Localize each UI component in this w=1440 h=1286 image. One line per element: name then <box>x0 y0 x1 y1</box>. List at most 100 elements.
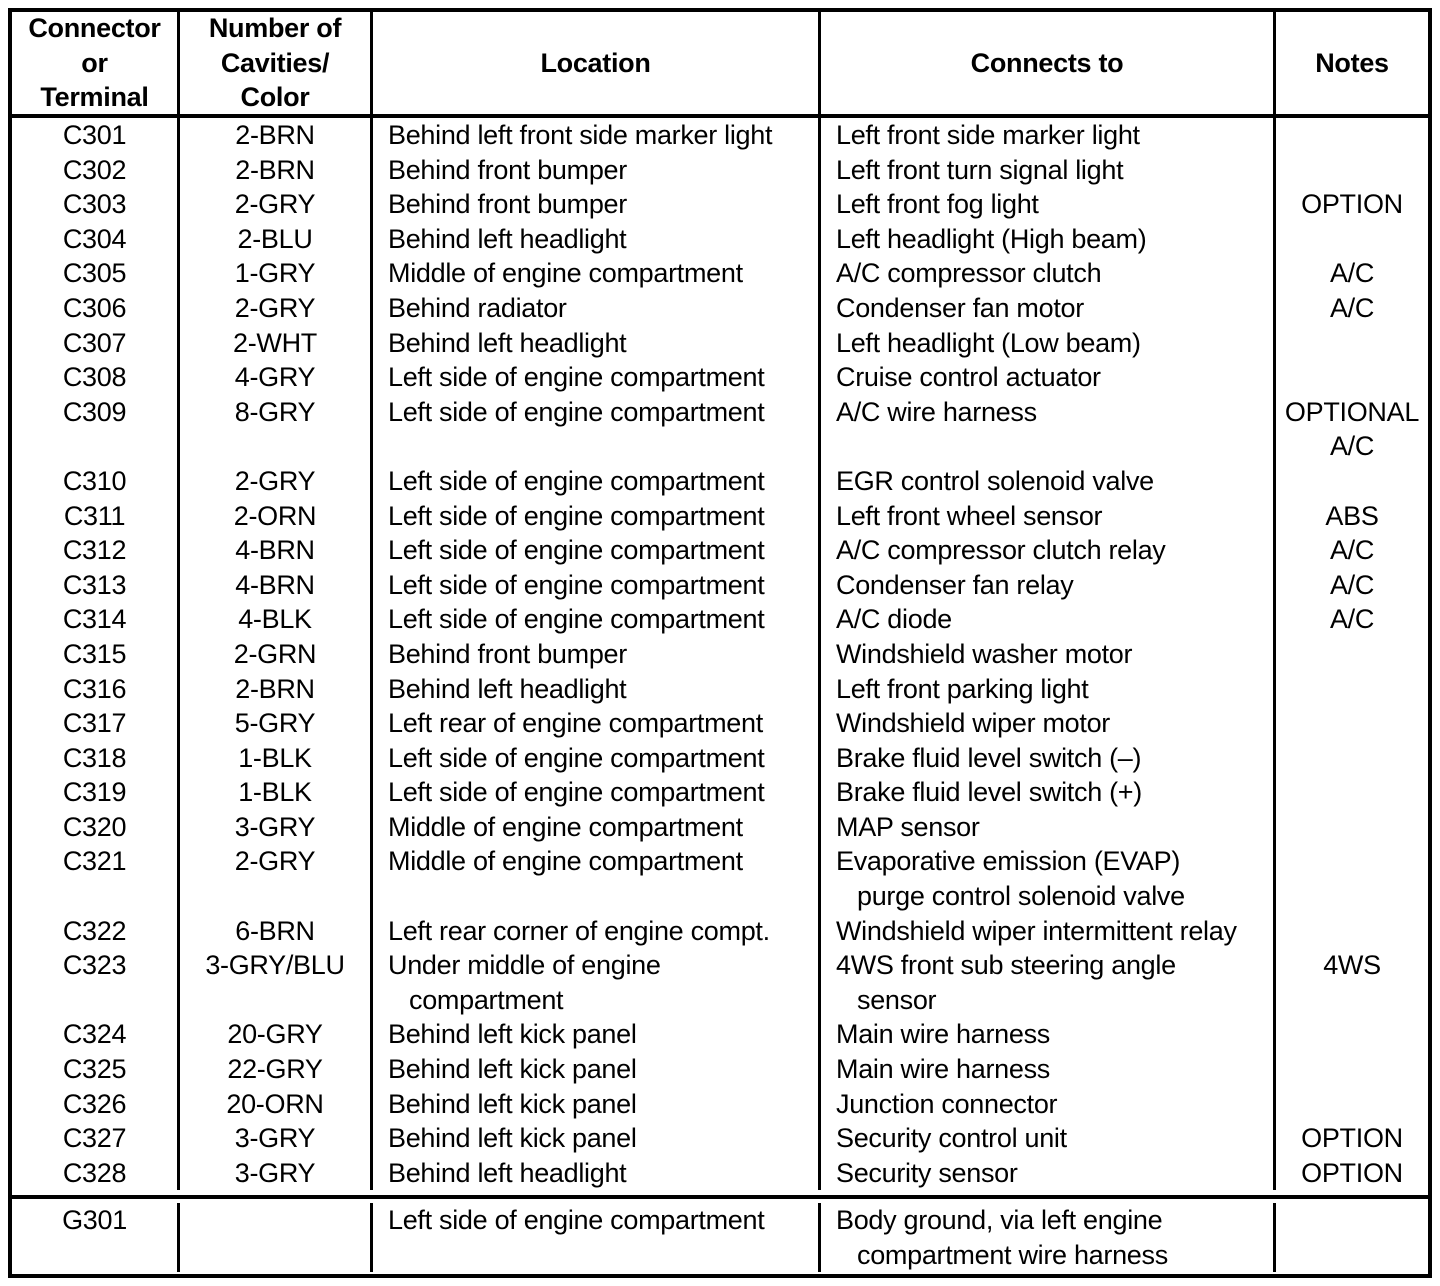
cell-cavities: 2-BRN <box>180 118 373 153</box>
table-row: C319 1-BLK Left side of engine compartment… <box>12 775 1428 810</box>
cell-line: 4WS <box>1323 950 1381 981</box>
cell-cavities: 20-GRY <box>180 1017 373 1053</box>
cell-notes <box>1276 1052 1428 1087</box>
cell-location: Behind left headlight <box>373 1155 821 1191</box>
cell-line: A/C <box>1329 431 1375 462</box>
cell-connector: C326 <box>12 1086 180 1122</box>
cell-notes: OPTIONAL A/C <box>1276 395 1428 464</box>
cell-line: compartment wire harness <box>857 1239 1168 1270</box>
table-row: C317 5-GRY Left rear of engine compartment… <box>12 706 1428 741</box>
cell-connects-to: Evaporative emission (EVAP) purge control… <box>821 844 1276 914</box>
cell-location: Left rear of engine compartment <box>373 706 821 741</box>
cell-line: Security control unit <box>836 1123 1067 1154</box>
cell-location: Behind left headlight <box>373 221 821 257</box>
cell-line: A/C <box>1329 569 1375 600</box>
cell-location: Behind left headlight <box>373 325 821 361</box>
cell-connector: C305 <box>12 256 180 291</box>
cell-connector: G301 <box>12 1203 180 1273</box>
cell-line: 8-GRY <box>234 396 316 427</box>
cell-line: Behind front bumper <box>388 638 627 669</box>
cell-line: Left headlight (High beam) <box>836 223 1147 254</box>
cell-line: Left side of engine compartment <box>388 465 765 496</box>
cell-location: Left side of engine compartment <box>373 775 821 810</box>
cell-line: Main wire harness <box>836 1019 1050 1050</box>
cell-cavities: 3-GRY <box>180 809 373 845</box>
cell-connects-to: Cruise control actuator <box>821 360 1276 395</box>
cell-line: Left side of engine compartment <box>388 742 765 773</box>
cell-notes <box>1276 810 1428 845</box>
table-row: C326 20-ORN Behind left kick panel Junction… <box>12 1086 1428 1122</box>
cell-location: Middle of engine compartment <box>373 844 821 914</box>
header-cell-connector: Connector or Terminal <box>12 12 180 114</box>
cell-line: 3-GRY <box>234 1123 316 1154</box>
cell-line: C324 <box>62 1019 127 1050</box>
cell-line: C326 <box>62 1088 127 1119</box>
table-row: C321 2-GRY Middle of engine compartment Eva… <box>12 844 1428 914</box>
table-row: C303 2-GRY Behind front bumper Left front f… <box>12 187 1428 222</box>
cell-line: A/C <box>1329 292 1375 323</box>
cell-connects-to: Left front fog light <box>821 187 1276 222</box>
cell-line: 4-BLK <box>238 604 312 635</box>
cell-line: Left side of engine compartment <box>388 535 765 566</box>
table-row: C314 4-BLK Left side of engine compartment… <box>12 602 1428 637</box>
cell-line: Under middle of engine <box>388 950 661 981</box>
cell-line: A/C <box>1329 604 1375 635</box>
cell-line: C312 <box>62 535 127 566</box>
cell-line: C328 <box>62 1157 127 1188</box>
cell-notes <box>1276 706 1428 741</box>
cell-connector: C323 <box>12 948 180 1018</box>
cell-cavities: 3-GRY/BLU <box>180 948 373 1018</box>
cell-connector: C314 <box>12 602 180 637</box>
cell-connector: C306 <box>12 290 180 326</box>
cell-line: Evaporative emission (EVAP) <box>836 846 1181 877</box>
cell-connector: C319 <box>12 775 180 810</box>
cell-line: 2-BRN <box>235 154 315 185</box>
cell-line: A/C diode <box>836 604 952 635</box>
cell-line: Left front wheel sensor <box>836 500 1103 531</box>
cell-cavities: 4-BRN <box>180 533 373 568</box>
cell-notes: OPTION <box>1276 1156 1428 1191</box>
cell-connects-to: Condenser fan motor <box>821 290 1276 326</box>
cell-line: C305 <box>62 258 127 289</box>
cell-line: OPTIONAL <box>1284 396 1420 427</box>
cell-line: ABS <box>1325 500 1379 531</box>
cell-connector: C315 <box>12 636 180 672</box>
cell-notes <box>1276 1017 1428 1052</box>
cell-line: Behind radiator <box>388 292 567 323</box>
table-row: C312 4-BRN Left side of engine compartment… <box>12 533 1428 568</box>
cell-line: Junction connector <box>836 1088 1058 1119</box>
cell-connector: C325 <box>12 1052 180 1087</box>
table-row: C327 3-GRY Behind left kick panel Security … <box>12 1121 1428 1156</box>
cell-connects-to: Left front wheel sensor <box>821 498 1276 534</box>
cell-notes <box>1276 637 1428 672</box>
table-row: C315 2-GRN Behind front bumper Windshield w… <box>12 636 1428 672</box>
cell-notes: 4WS <box>1276 948 1428 1017</box>
table-row: C323 3-GRY/BLU Under middle of engine compa… <box>12 948 1428 1018</box>
cell-connects-to: Windshield wiper intermittent relay <box>821 913 1276 949</box>
cell-line: C317 <box>62 708 127 739</box>
cell-cavities: 1-GRY <box>180 256 373 291</box>
cell-line: MAP sensor <box>836 811 980 842</box>
cell-line: C310 <box>62 465 127 496</box>
cell-line: C302 <box>62 154 127 185</box>
cell-line: C304 <box>62 223 127 254</box>
cell-connector: C320 <box>12 809 180 845</box>
cell-notes: OPTION <box>1276 187 1428 222</box>
cell-line: Left side of engine compartment <box>388 396 765 427</box>
cell-line: 2-BLU <box>237 223 313 254</box>
cell-line: 4-GRY <box>234 362 316 393</box>
cell-connector: C307 <box>12 325 180 361</box>
cell-connector: C328 <box>12 1155 180 1191</box>
cell-line: C301 <box>62 120 127 150</box>
cell-connects-to: Body ground, via left engine compartment … <box>821 1203 1276 1273</box>
cell-cavities: 2-GRY <box>180 290 373 326</box>
cell-connector: C316 <box>12 671 180 707</box>
cell-connects-to: Left headlight (Low beam) <box>821 325 1276 361</box>
cell-connector: C327 <box>12 1121 180 1156</box>
cell-connects-to: Left front turn signal light <box>821 152 1276 188</box>
cell-cavities: 2-GRY <box>180 463 373 499</box>
cell-notes <box>1276 464 1428 499</box>
table-row: C324 20-GRY Behind left kick panel Main wir… <box>12 1017 1428 1053</box>
cell-notes: A/C <box>1276 602 1428 637</box>
cell-connector: C310 <box>12 463 180 499</box>
